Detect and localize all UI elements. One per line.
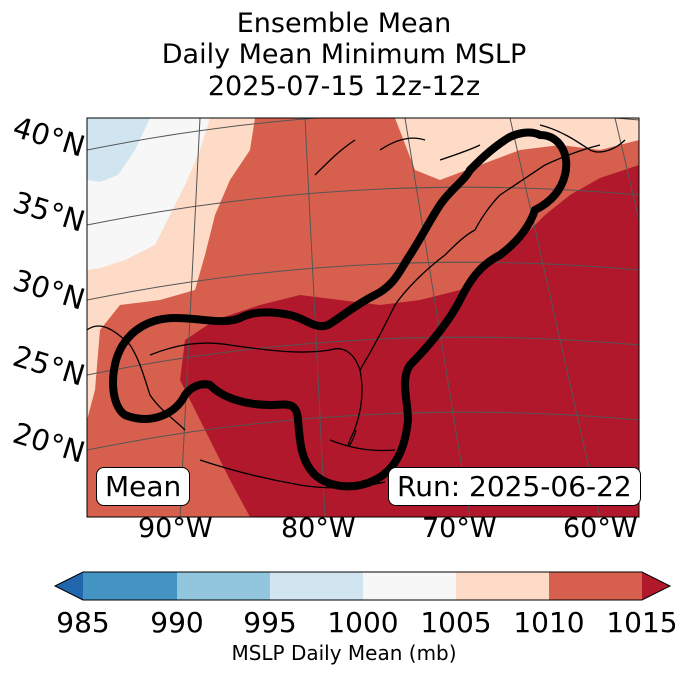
map-plot-area <box>87 118 639 517</box>
colorbar-tick: 1010 <box>513 606 585 639</box>
pressure-field-1015 <box>180 165 639 517</box>
lon-label-70: 70°W <box>422 513 497 544</box>
colorbar-bin <box>549 572 642 600</box>
title-line-3: 2025-07-15 12z-12z <box>207 71 481 102</box>
colorbar-tick: 1000 <box>327 606 399 639</box>
run-date-badge: Run: 2025-06-22 <box>388 467 641 506</box>
colorbar-bin <box>456 572 549 600</box>
colorbar-tick: 990 <box>150 606 204 639</box>
colorbar <box>53 571 672 601</box>
colorbar-label: MSLP Daily Mean (mb) <box>231 641 457 665</box>
title-line-2: Daily Mean Minimum MSLP <box>161 39 527 70</box>
map-frame <box>86 117 640 518</box>
colorbar-bin <box>177 572 270 600</box>
colorbar-outline <box>53 571 672 601</box>
title-line-1: Ensemble Mean <box>236 8 452 39</box>
colorbar-extend-high <box>642 572 670 600</box>
colorbar-bin <box>363 572 456 600</box>
colorbar-tick: 995 <box>243 606 297 639</box>
colorbar-tick: 1015 <box>606 606 678 639</box>
colorbar-tick: 1005 <box>420 606 492 639</box>
contour-line <box>109 128 571 491</box>
colorbar-extend-low <box>55 572 83 600</box>
lon-label-80: 80°W <box>281 513 356 544</box>
lon-label-90: 90°W <box>138 513 213 544</box>
colorbar-tick: 985 <box>56 606 110 639</box>
lon-label-60: 60°W <box>563 513 638 544</box>
mean-badge: Mean <box>96 467 191 506</box>
colorbar-bin <box>270 572 363 600</box>
colorbar-bin <box>83 572 177 600</box>
pressure-field-995 <box>87 118 150 182</box>
